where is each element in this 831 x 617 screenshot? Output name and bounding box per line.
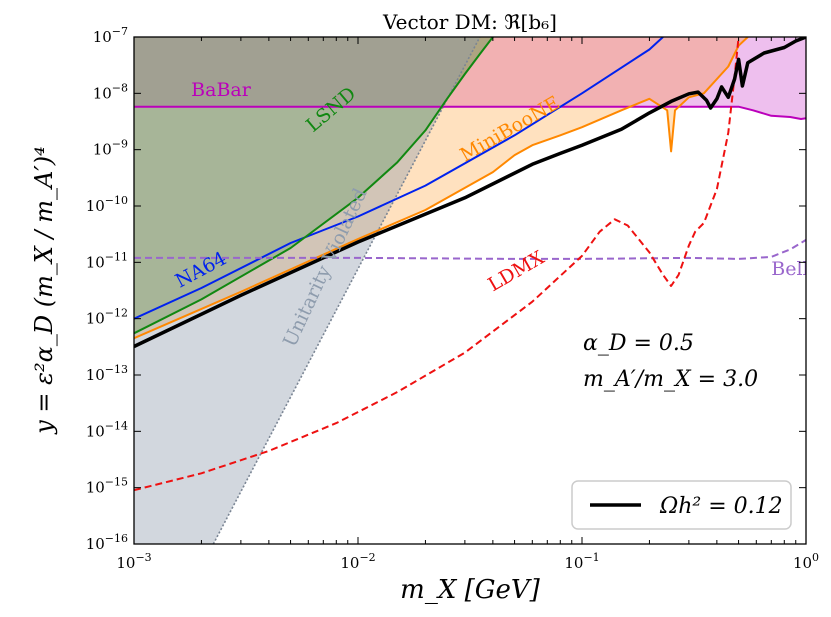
y-tick-label: 10−13 (86, 363, 128, 384)
series-line-na64 (134, 37, 664, 320)
y-tick-label: 10−10 (86, 194, 128, 215)
y-tick-label: 10−16 (86, 532, 128, 553)
y-tick-label: 10−8 (93, 81, 128, 102)
legend: Ωh² = 0.12 (571, 480, 792, 530)
x-tick-label: 100 (793, 551, 819, 572)
axis-ticks: 10−3 10−2 10−1 100 10−16 10−15 10−14 10−13 10−12… (86, 25, 819, 572)
y-tick-label: 10−9 (93, 138, 128, 159)
series-line-miniboone (134, 37, 749, 340)
y-tick-label: 10−14 (86, 419, 128, 440)
mass-ratio-label: m_A′/m_X = 3.0 (583, 367, 758, 392)
legend-frame (571, 480, 792, 530)
y-tick-label: 10−15 (86, 476, 128, 497)
y-tick-label: 10−7 (93, 25, 128, 46)
annotation-babar: BaBar (191, 79, 252, 101)
x-tick-label: 10−2 (340, 551, 375, 572)
x-axis-label: m_X [GeV] (400, 575, 541, 605)
region-unitarity-violated (134, 37, 480, 544)
x-tick-label: 10−3 (116, 551, 151, 572)
series-line-babar (134, 105, 806, 120)
alpha-d-label: α_D = 0.5 (583, 331, 694, 356)
axes-frame (133, 36, 807, 545)
legend-label: Ωh² = 0.12 (659, 494, 783, 519)
series-line-ldmx (134, 37, 740, 492)
annotation-belle-ii: Belle II (771, 258, 831, 280)
region-miniboone (134, 37, 748, 339)
chart-title: Vector DM: ℜ[b₆] (382, 10, 557, 34)
parameter-box: α_D = 0.5 m_A′/m_X = 3.0 (583, 331, 758, 392)
region-lsnd (134, 37, 493, 334)
series-line-h-0-12 (134, 37, 806, 349)
y-axis-label: y = ε²α_D (m_X / m_A′)⁴ (30, 146, 58, 435)
annotation-ldmx: LDMX (484, 246, 548, 296)
x-tick-label: 10−1 (564, 551, 599, 572)
series-line-lsnd (134, 37, 494, 335)
boundary-unitarity-violated (212, 37, 481, 544)
series-line-belle-ii (134, 239, 806, 260)
y-tick-label: 10−11 (86, 250, 128, 271)
y-tick-label: 10−12 (86, 307, 128, 328)
